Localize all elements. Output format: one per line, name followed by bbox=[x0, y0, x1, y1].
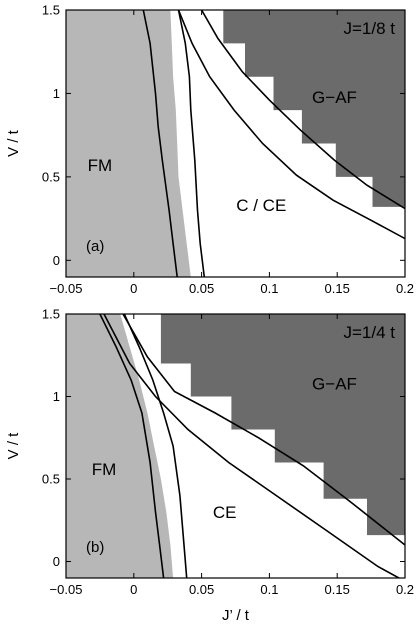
plot-frame bbox=[65, 313, 406, 579]
panel-b: −0.05 0 0.05 0.1 0.15 0.2 0 0.5 1 1.5 V / t J’ / t F… bbox=[5, 307, 414, 625]
y-tick-label: 1.5 bbox=[42, 307, 60, 322]
gaf-region bbox=[127, 314, 405, 565]
y-tick-label: 1.5 bbox=[42, 3, 60, 18]
region-label-ce: CE bbox=[213, 503, 237, 522]
phase-boundary-line-2 bbox=[177, 10, 206, 277]
region-label-fm: FM bbox=[92, 460, 117, 479]
x-tick-label: 0.05 bbox=[189, 281, 214, 296]
x-tick-label: 0.05 bbox=[189, 582, 214, 597]
region-label-g-af: G−AF bbox=[312, 88, 357, 107]
y-tick-label: 0 bbox=[53, 253, 60, 268]
y-tick-label: 0.5 bbox=[42, 472, 60, 487]
x-axis-label: J’ / t bbox=[222, 607, 250, 624]
region-label-g-af: G−AF bbox=[312, 374, 357, 393]
x-tick-label: 0.2 bbox=[396, 582, 414, 597]
plot-area bbox=[66, 314, 405, 578]
coupling-annotation: J=1/4 t bbox=[343, 323, 395, 342]
plot-frame bbox=[65, 9, 406, 278]
phase-boundary-line-1 bbox=[99, 314, 165, 578]
x-tick-label: −0.05 bbox=[50, 281, 83, 296]
y-tick-label: 0 bbox=[53, 554, 60, 569]
x-tick-label: 0.15 bbox=[325, 281, 350, 296]
panel-tag: (b) bbox=[86, 539, 104, 556]
y-axis-label: V / t bbox=[5, 129, 22, 157]
x-tick-label: 0 bbox=[130, 582, 137, 597]
x-tick-label: 0 bbox=[130, 281, 137, 296]
x-tick-label: 0.15 bbox=[325, 582, 350, 597]
fm-region bbox=[66, 10, 191, 277]
x-tick-label: 0.1 bbox=[260, 281, 278, 296]
y-tick-label: 0.5 bbox=[42, 169, 60, 184]
x-tick-label: −0.05 bbox=[50, 582, 83, 597]
y-axis-label: V / t bbox=[5, 432, 22, 460]
phase-boundary-line-3 bbox=[103, 314, 401, 578]
region-label-fm: FM bbox=[88, 156, 113, 175]
fm-region bbox=[66, 314, 174, 578]
y-tick-label: 1 bbox=[53, 389, 60, 404]
gaf-region bbox=[204, 10, 405, 236]
panel-tag: (a) bbox=[86, 238, 104, 255]
phase-boundary-line-2 bbox=[123, 314, 188, 578]
region-label-c-ce: C / CE bbox=[236, 196, 286, 215]
phase-boundary-line-4 bbox=[122, 314, 405, 546]
y-tick-label: 1 bbox=[53, 86, 60, 101]
phase-boundary-line-1 bbox=[142, 10, 178, 277]
panel-a: −0.05 0 0.05 0.1 0.15 0.2 0 0.5 1 1.5 V / t FM C / C… bbox=[5, 3, 414, 297]
phase-boundary-line-4 bbox=[200, 10, 405, 210]
plot-area bbox=[66, 10, 405, 277]
x-tick-label: 0.2 bbox=[396, 281, 414, 296]
x-tick-label: 0.1 bbox=[260, 582, 278, 597]
coupling-annotation: J=1/8 t bbox=[343, 19, 395, 38]
phase-boundary-line-3 bbox=[177, 10, 405, 240]
